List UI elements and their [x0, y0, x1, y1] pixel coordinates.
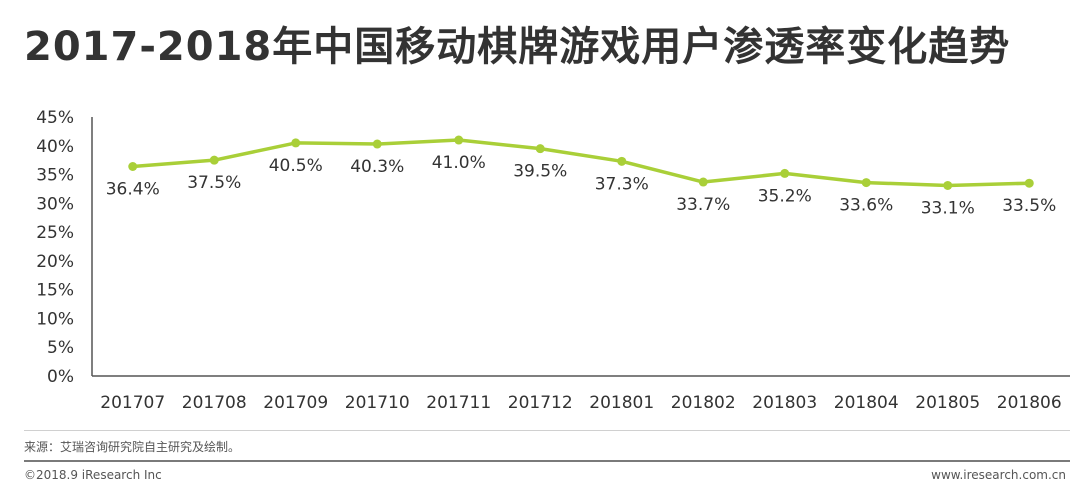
x-tick-label: 201709 [263, 393, 328, 413]
data-label: 33.7% [676, 195, 730, 215]
data-point [454, 135, 464, 145]
data-label: 40.3% [350, 157, 404, 177]
y-tick-label: 0% [47, 367, 74, 387]
data-point [617, 156, 627, 166]
line-chart: 0% 5% 10% 15% 20% 25% 30% 35% 40% 45% 201707 201708… [36, 108, 1070, 413]
footer-divider [24, 460, 1070, 462]
website-text: www.iresearch.com.cn [931, 468, 1066, 482]
y-tick-label: 45% [36, 108, 74, 128]
data-point [943, 180, 953, 190]
y-tick-label: 10% [36, 309, 74, 329]
y-tick-label: 5% [47, 338, 74, 358]
data-label: 39.5% [513, 162, 567, 182]
x-tick-label: 201711 [426, 393, 491, 413]
x-tick-label: 201805 [915, 393, 980, 413]
data-point [535, 144, 545, 154]
series-line [132, 138, 1030, 188]
data-label: 40.5% [269, 156, 323, 176]
data-point [291, 138, 301, 148]
chart-title: 2017-2018年中国移动棋牌游戏用户渗透率变化趋势 [24, 24, 1011, 70]
data-label: 37.5% [187, 173, 241, 193]
data-point [861, 178, 871, 188]
data-point [372, 139, 382, 149]
x-tick-label: 201801 [589, 393, 654, 413]
x-tick-label: 201802 [671, 393, 736, 413]
y-tick-label: 20% [36, 252, 74, 272]
data-point [128, 161, 138, 171]
y-tick-label: 35% [36, 166, 74, 186]
source-divider [24, 430, 1070, 431]
y-tick-label: 25% [36, 223, 74, 243]
data-point [1024, 178, 1034, 188]
y-tick-label: 40% [36, 137, 74, 157]
data-label: 36.4% [106, 179, 160, 199]
copyright-text: ©2018.9 iResearch Inc [24, 468, 162, 482]
data-label: 35.2% [758, 186, 812, 206]
data-label: 41.0% [432, 153, 486, 173]
y-tick-label: 15% [36, 281, 74, 301]
data-point [209, 155, 219, 165]
x-tick-label: 201806 [997, 393, 1062, 413]
data-point [780, 168, 790, 178]
x-tick-label: 201710 [345, 393, 410, 413]
data-label: 37.3% [595, 174, 649, 194]
data-point [698, 177, 708, 187]
data-label: 33.1% [921, 198, 975, 218]
y-tick-label: 30% [36, 194, 74, 214]
x-tick-label: 201803 [752, 393, 817, 413]
source-note: 来源：艾瑞咨询研究院自主研究及绘制。 [24, 440, 241, 454]
x-tick-label: 201708 [182, 393, 247, 413]
x-tick-label: 201707 [100, 393, 165, 413]
data-label: 33.6% [839, 196, 893, 216]
x-tick-label: 201712 [508, 393, 573, 413]
data-label: 33.5% [1002, 196, 1056, 216]
x-tick-label: 201804 [834, 393, 899, 413]
